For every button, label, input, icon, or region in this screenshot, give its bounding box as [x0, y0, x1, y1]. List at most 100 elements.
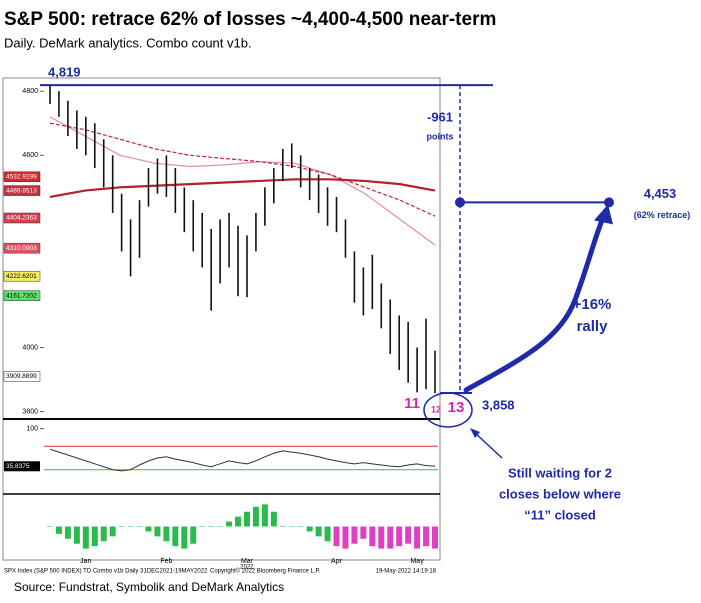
count-circle	[423, 392, 473, 428]
callout-text: closes below where	[499, 486, 621, 501]
x-tick-label: May	[410, 558, 424, 565]
price-tag	[3, 171, 41, 183]
histogram-bar	[73, 526, 80, 544]
histogram-bar	[109, 526, 116, 537]
count-label: 11	[404, 395, 420, 412]
histogram-bar	[208, 526, 215, 527]
target-dot	[604, 197, 614, 208]
price-tag	[3, 185, 41, 196]
histogram-bar	[64, 526, 71, 539]
y-tick-label: 4800	[22, 88, 38, 95]
moving-average	[49, 178, 436, 199]
price-tag-label: 4404.2363	[6, 215, 37, 222]
histogram-bar	[270, 511, 277, 527]
rally-arrow	[463, 207, 609, 393]
osc-tag-label: 35.8375	[6, 463, 30, 470]
x-tick-label: Mar	[241, 558, 254, 565]
histogram-bar	[351, 526, 358, 544]
callout-text: Still waiting for 2	[508, 465, 612, 480]
histogram-bar	[252, 506, 259, 527]
rally-arrowhead	[594, 204, 613, 225]
x-tick-label: Apr	[331, 558, 343, 565]
histogram-bar	[55, 526, 62, 534]
target-note: (62% retrace)	[634, 210, 691, 220]
histogram-bar	[243, 511, 250, 527]
histogram-bar	[297, 526, 304, 527]
histogram-bar	[414, 526, 421, 549]
histogram-bar	[199, 526, 206, 527]
histogram-bar	[396, 526, 403, 547]
histogram-bar	[423, 526, 430, 547]
histogram-bar	[100, 526, 107, 542]
rally-label: rally	[577, 318, 609, 335]
drop-unit: points	[427, 131, 454, 141]
footer-right: 19-May-2022 14:19:18	[376, 569, 437, 575]
chart-frame	[2, 77, 441, 561]
histogram-bar	[91, 526, 98, 547]
histogram-bar	[145, 526, 152, 532]
count-label: 13	[448, 399, 465, 416]
histogram-bar	[163, 526, 170, 542]
source: Source: Fundstrat, Symbolik and DeMark A…	[14, 580, 284, 594]
price-tag-label: 4161.7202	[6, 292, 37, 299]
histogram-bar	[181, 526, 188, 549]
oscillator-line	[49, 448, 436, 472]
histogram-bar	[172, 526, 179, 547]
histogram-bar	[261, 504, 268, 527]
price-tag	[3, 270, 41, 282]
histogram-bar	[432, 526, 438, 549]
histogram-bar	[333, 526, 340, 547]
callout-arrowhead	[470, 428, 480, 438]
x-tick-label: Feb	[160, 558, 172, 565]
price-tag	[3, 371, 41, 382]
footer-left: SPX Index (S&P 500 INDEX) TD Combo v1b D…	[4, 569, 208, 575]
histogram-bar	[405, 526, 412, 544]
moving-average	[49, 116, 436, 246]
y-tick-label: 4600	[22, 152, 38, 159]
histogram-bar	[324, 526, 331, 542]
histogram-bar	[235, 516, 242, 527]
price-tag-label: 4532.9299	[6, 173, 37, 180]
histogram-bar	[47, 526, 53, 527]
histogram-bar	[378, 526, 385, 549]
target-dot	[455, 197, 465, 208]
histogram-bar	[127, 526, 134, 527]
histogram-bar	[136, 526, 143, 527]
histogram-bar	[279, 526, 286, 527]
histogram-bar	[190, 526, 197, 544]
chart-title: S&P 500: retrace 62% of losses ~4,400-4,…	[4, 9, 496, 30]
price-tag-label: 4310.0903	[6, 245, 37, 252]
callout-text: “11” closed	[524, 507, 596, 522]
chart-subtitle: Daily. DeMark analytics. Combo count v1b…	[4, 35, 252, 50]
x-tick-label: Jan	[80, 558, 91, 565]
histogram-bar	[387, 526, 394, 549]
histogram-bar	[306, 526, 313, 532]
drop-label: -961	[427, 109, 453, 124]
histogram-bar	[315, 526, 322, 537]
count-label: 12	[431, 404, 441, 414]
price-tag	[3, 212, 41, 224]
price-tag-label: 3909.8899	[6, 373, 37, 380]
price-tag	[3, 290, 41, 301]
peak-label: 4,819	[48, 65, 81, 80]
histogram-bar	[288, 526, 295, 527]
footer-middle: Copyright© 2022 Bloomberg Finance L.P.	[210, 568, 321, 575]
histogram-bar	[226, 521, 233, 527]
histogram-bar	[217, 526, 224, 527]
histogram-bar	[369, 526, 376, 547]
price-tag-label: 4222.6201	[6, 273, 37, 280]
rally-label: +16%	[573, 296, 612, 313]
price-tag-label: 4489.8513	[6, 187, 37, 194]
histogram-bar	[82, 526, 89, 549]
callout-arrow	[473, 431, 503, 459]
y-tick-label: 3800	[22, 408, 38, 415]
histogram-bar	[118, 526, 125, 527]
year-label: 2022	[240, 565, 254, 571]
y-tick-label: 4000	[22, 344, 38, 351]
histogram-bar	[154, 526, 161, 537]
low-label: 3,858	[482, 397, 515, 412]
price-tag	[3, 242, 41, 254]
histogram-bar	[342, 526, 349, 549]
target-label: 4,453	[644, 186, 677, 201]
